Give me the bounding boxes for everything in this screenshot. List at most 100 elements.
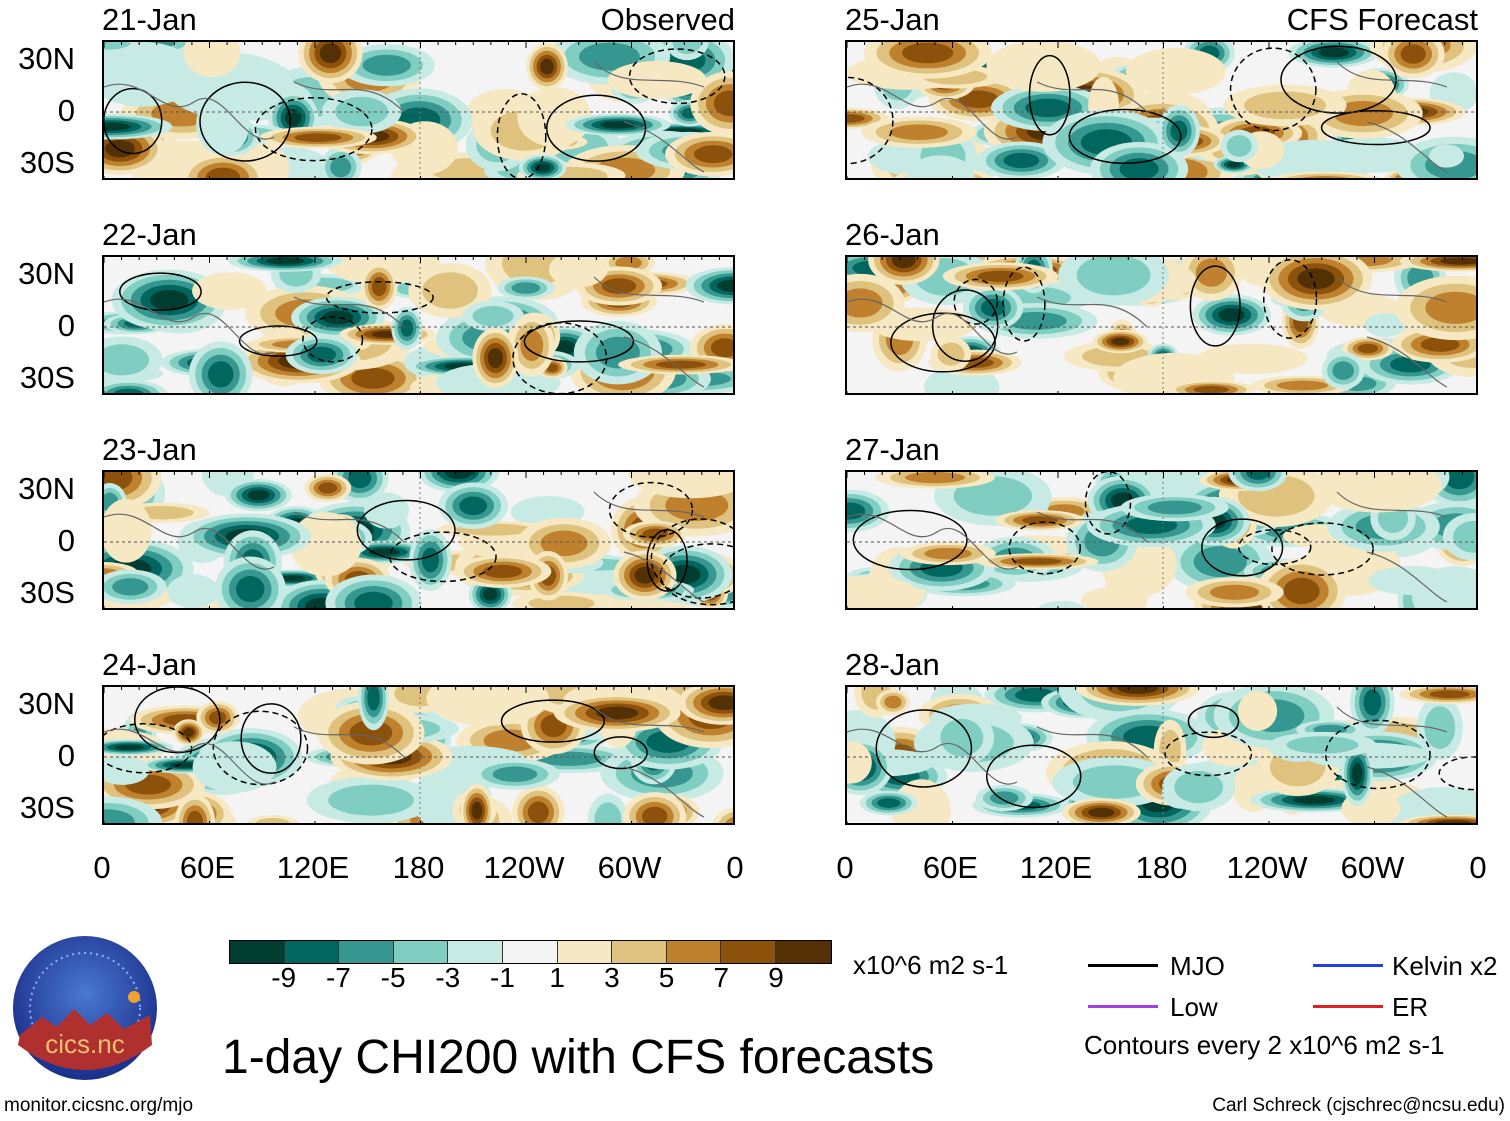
contour-line xyxy=(852,509,968,571)
observed-label: Observed xyxy=(600,2,735,37)
map-panel xyxy=(845,685,1478,825)
lon-label: 0 xyxy=(93,850,111,885)
anomaly-region xyxy=(483,564,523,579)
panel-date: 27-Jan xyxy=(845,432,940,467)
url-text: monitor.cicsnc.org/mjo xyxy=(4,1095,194,1116)
contour-line xyxy=(1201,518,1284,577)
contour-line xyxy=(593,736,648,770)
anomaly-region xyxy=(1368,565,1457,596)
colorbar-swatch xyxy=(557,941,613,963)
contour-line xyxy=(1084,472,1132,535)
colorbar-label: -9 xyxy=(271,962,297,993)
map-panel xyxy=(102,470,735,610)
contour-line xyxy=(119,272,202,312)
anomaly-region xyxy=(364,492,410,529)
legend-label-mjo: MJO xyxy=(1170,951,1225,981)
contour-line xyxy=(1068,108,1182,165)
anomaly-region xyxy=(318,482,338,494)
contour-line xyxy=(1320,109,1431,146)
contour-line xyxy=(628,48,726,105)
figure-title: 1-day CHI200 with CFS forecasts xyxy=(222,1031,935,1084)
anomaly-region xyxy=(847,288,883,318)
anomaly-region xyxy=(1174,771,1223,804)
contour-line xyxy=(496,93,547,178)
lon-label: 60E xyxy=(179,850,236,885)
colorbar-swatch xyxy=(230,941,285,963)
anomaly-region xyxy=(247,489,270,501)
anomaly-region xyxy=(710,338,733,358)
anomaly-region xyxy=(389,162,427,178)
anomaly-region xyxy=(1332,361,1354,380)
contour-line xyxy=(199,81,292,162)
contour-line xyxy=(659,543,733,606)
contour-line xyxy=(500,699,605,743)
colorbar-swatch xyxy=(393,941,449,963)
legend-line-mjo xyxy=(1088,964,1158,967)
colorbar-swatch xyxy=(721,941,776,963)
contour-line xyxy=(212,710,309,786)
legend-line-low xyxy=(1088,1005,1158,1008)
anomaly-region xyxy=(1333,101,1393,127)
anomaly-region xyxy=(349,720,393,746)
anomaly-region xyxy=(924,547,972,560)
contour-line xyxy=(847,76,894,165)
anomaly-region xyxy=(492,766,538,782)
contour-line xyxy=(1237,529,1312,566)
anomaly-region xyxy=(207,361,234,388)
contour-line xyxy=(1262,259,1318,339)
anomaly-region xyxy=(904,472,965,484)
anomaly-region xyxy=(362,54,411,76)
anomaly-region xyxy=(1218,308,1245,322)
anomaly-region xyxy=(319,43,342,64)
anomaly-region xyxy=(986,42,1102,92)
contour-line xyxy=(238,325,318,357)
anomaly-region xyxy=(444,472,473,480)
anomaly-region xyxy=(958,90,999,109)
anomaly-region xyxy=(1286,736,1359,754)
anomaly-region xyxy=(717,279,733,292)
cics-logo: cics.nc xyxy=(12,935,158,1081)
forecast-label: CFS Forecast xyxy=(1286,2,1478,37)
anomaly-region xyxy=(1440,257,1476,265)
coastline xyxy=(847,491,1448,603)
anomaly-region xyxy=(693,145,733,164)
anomaly-region xyxy=(205,167,241,178)
colorbar xyxy=(229,940,832,964)
contour-line xyxy=(1438,756,1476,791)
anomaly-region xyxy=(1025,98,1071,118)
lon-label: 0 xyxy=(726,850,744,885)
anomaly-region xyxy=(1292,795,1335,805)
colorbar-label: 7 xyxy=(713,962,730,993)
anomaly-region xyxy=(196,93,250,155)
anomaly-region xyxy=(889,124,948,141)
anomaly-region xyxy=(655,360,706,369)
contour-line xyxy=(1189,265,1241,347)
colorbar-swatch xyxy=(339,941,394,963)
contour-line xyxy=(1002,266,1046,342)
anomaly-region xyxy=(1276,380,1328,391)
colorbar-swatch xyxy=(666,941,722,963)
anomaly-region xyxy=(990,791,1019,805)
anomaly-region xyxy=(847,575,917,608)
anomaly-region xyxy=(422,272,478,309)
contour-line xyxy=(1028,54,1071,136)
contour-line xyxy=(523,320,635,363)
panel-date: 25-Jan xyxy=(845,2,940,37)
anomaly-region xyxy=(1111,337,1130,346)
anomaly-region xyxy=(713,90,733,117)
anomaly-region xyxy=(167,574,219,608)
lat-label: 30S xyxy=(19,360,75,395)
legend-label-kelvin: Kelvin x2 xyxy=(1392,951,1498,981)
anomaly-region xyxy=(1209,584,1260,600)
colorbar-label: 1 xyxy=(549,962,565,993)
anomaly-region xyxy=(330,157,352,178)
map-panel xyxy=(102,40,735,180)
anomaly-region xyxy=(104,139,135,158)
contour-line xyxy=(1229,47,1317,132)
colorbar-label: 9 xyxy=(768,962,784,993)
anomaly-region xyxy=(1227,161,1241,168)
anomaly-region xyxy=(1237,690,1278,731)
lon-label: 120W xyxy=(483,850,565,885)
anomaly-region xyxy=(1420,337,1460,352)
anomaly-region xyxy=(483,587,498,601)
